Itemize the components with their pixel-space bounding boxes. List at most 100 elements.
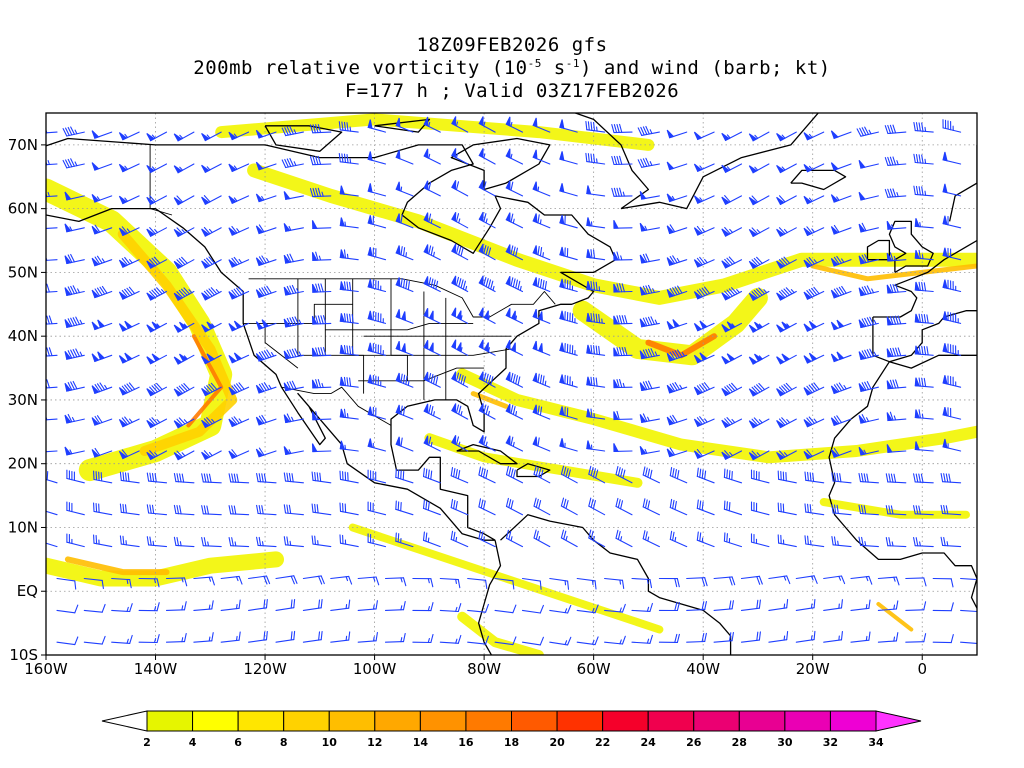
wind-barb [615,465,633,484]
wind-barb [748,382,770,397]
wind-barb [255,447,277,458]
wind-barb [642,498,660,516]
lat-label: 60N [8,200,38,218]
wind-barb [339,440,359,452]
wind-barb [748,227,770,238]
wind-barb [586,312,606,324]
coastline [516,463,551,478]
wind-barb [478,148,496,165]
vorticity-band [64,556,170,576]
wind-barb [905,633,927,643]
wind-barb [850,599,871,611]
wind-barb [960,641,977,644]
wind-barb [201,450,222,461]
wind-barb [283,253,304,264]
wind-barb [146,536,168,548]
wind-barb [228,256,250,268]
coastline [477,540,502,655]
wind-barb [723,500,743,516]
wind-barb [412,577,434,588]
wind-barb [339,217,359,229]
colorbar-label: 16 [458,736,474,749]
wind-barb [193,576,215,586]
wind-barb [666,193,688,203]
wind-barb [201,256,222,269]
wind-barb [494,604,517,614]
lon-label: 120W [243,660,287,678]
wind-barb [795,630,816,643]
wind-barb [532,308,551,324]
wind-barb [686,601,707,611]
wind-barb [439,603,462,613]
wind-barb [532,277,551,293]
title-exponent-1: -5 [527,57,542,70]
wind-barb [721,417,743,429]
wind-barb [339,376,359,388]
wind-barb [367,183,387,197]
wind-barb [173,417,195,429]
wind-barb [639,222,660,232]
colorbar-label: 10 [322,736,338,749]
wind-barb [639,253,660,264]
wind-barb [228,449,250,460]
wind-barb [423,148,441,165]
wind-barb [666,285,688,298]
wind-barb [637,157,660,168]
wind-barb [942,343,962,356]
wind-barb [118,382,140,396]
wind-barb [858,472,879,484]
wind-barb [768,599,789,611]
wind-barb [56,577,77,590]
colorbar-label: 26 [686,736,702,749]
wind-barb [693,256,715,268]
wind-barb [478,180,496,197]
wind-barb [283,446,304,456]
wind-barb [505,212,524,229]
wind-barb [639,190,660,200]
wind-barb [478,435,496,452]
wind-barb [588,497,606,516]
wind-barb [559,406,578,420]
wind-barb [942,151,962,165]
wind-barb [423,116,441,133]
wind-barb [740,599,761,611]
wind-barb [367,310,387,324]
wind-barb [642,466,660,484]
wind-barb [46,542,58,548]
wind-barb [146,321,168,333]
wind-barb [173,195,195,206]
wind-barb [91,130,113,139]
wind-barb [693,286,715,300]
wind-barb [914,377,934,388]
wind-barb [776,256,797,269]
wind-barb [858,222,879,233]
wind-barb [201,473,222,484]
wind-barb [748,450,770,461]
wind-barb [885,537,907,548]
vorticity-band [117,229,238,456]
colorbar-label: 18 [504,736,519,749]
wind-barb [559,374,578,388]
wind-barb [395,436,414,452]
wind-barb [450,466,469,484]
wind-barb [146,256,168,269]
wind-barb [283,284,304,296]
wind-barb [62,126,85,137]
wind-barb [776,163,797,174]
wind-barb [467,577,488,590]
wind-barb [173,353,195,365]
wind-barb [886,220,907,230]
wind-barb [451,243,469,261]
wind-barb [302,630,323,643]
wind-barb [423,212,441,229]
wind-barb [412,602,434,612]
colorbar-swatch [693,710,740,732]
wind-barb [423,180,441,197]
wind-barb [942,375,962,388]
colorbar-swatch [192,710,239,732]
wind-barb [669,530,688,548]
wind-barb [776,382,797,397]
vorticity-band [876,602,914,632]
wind-barb [586,376,606,388]
wind-barb [91,382,113,395]
